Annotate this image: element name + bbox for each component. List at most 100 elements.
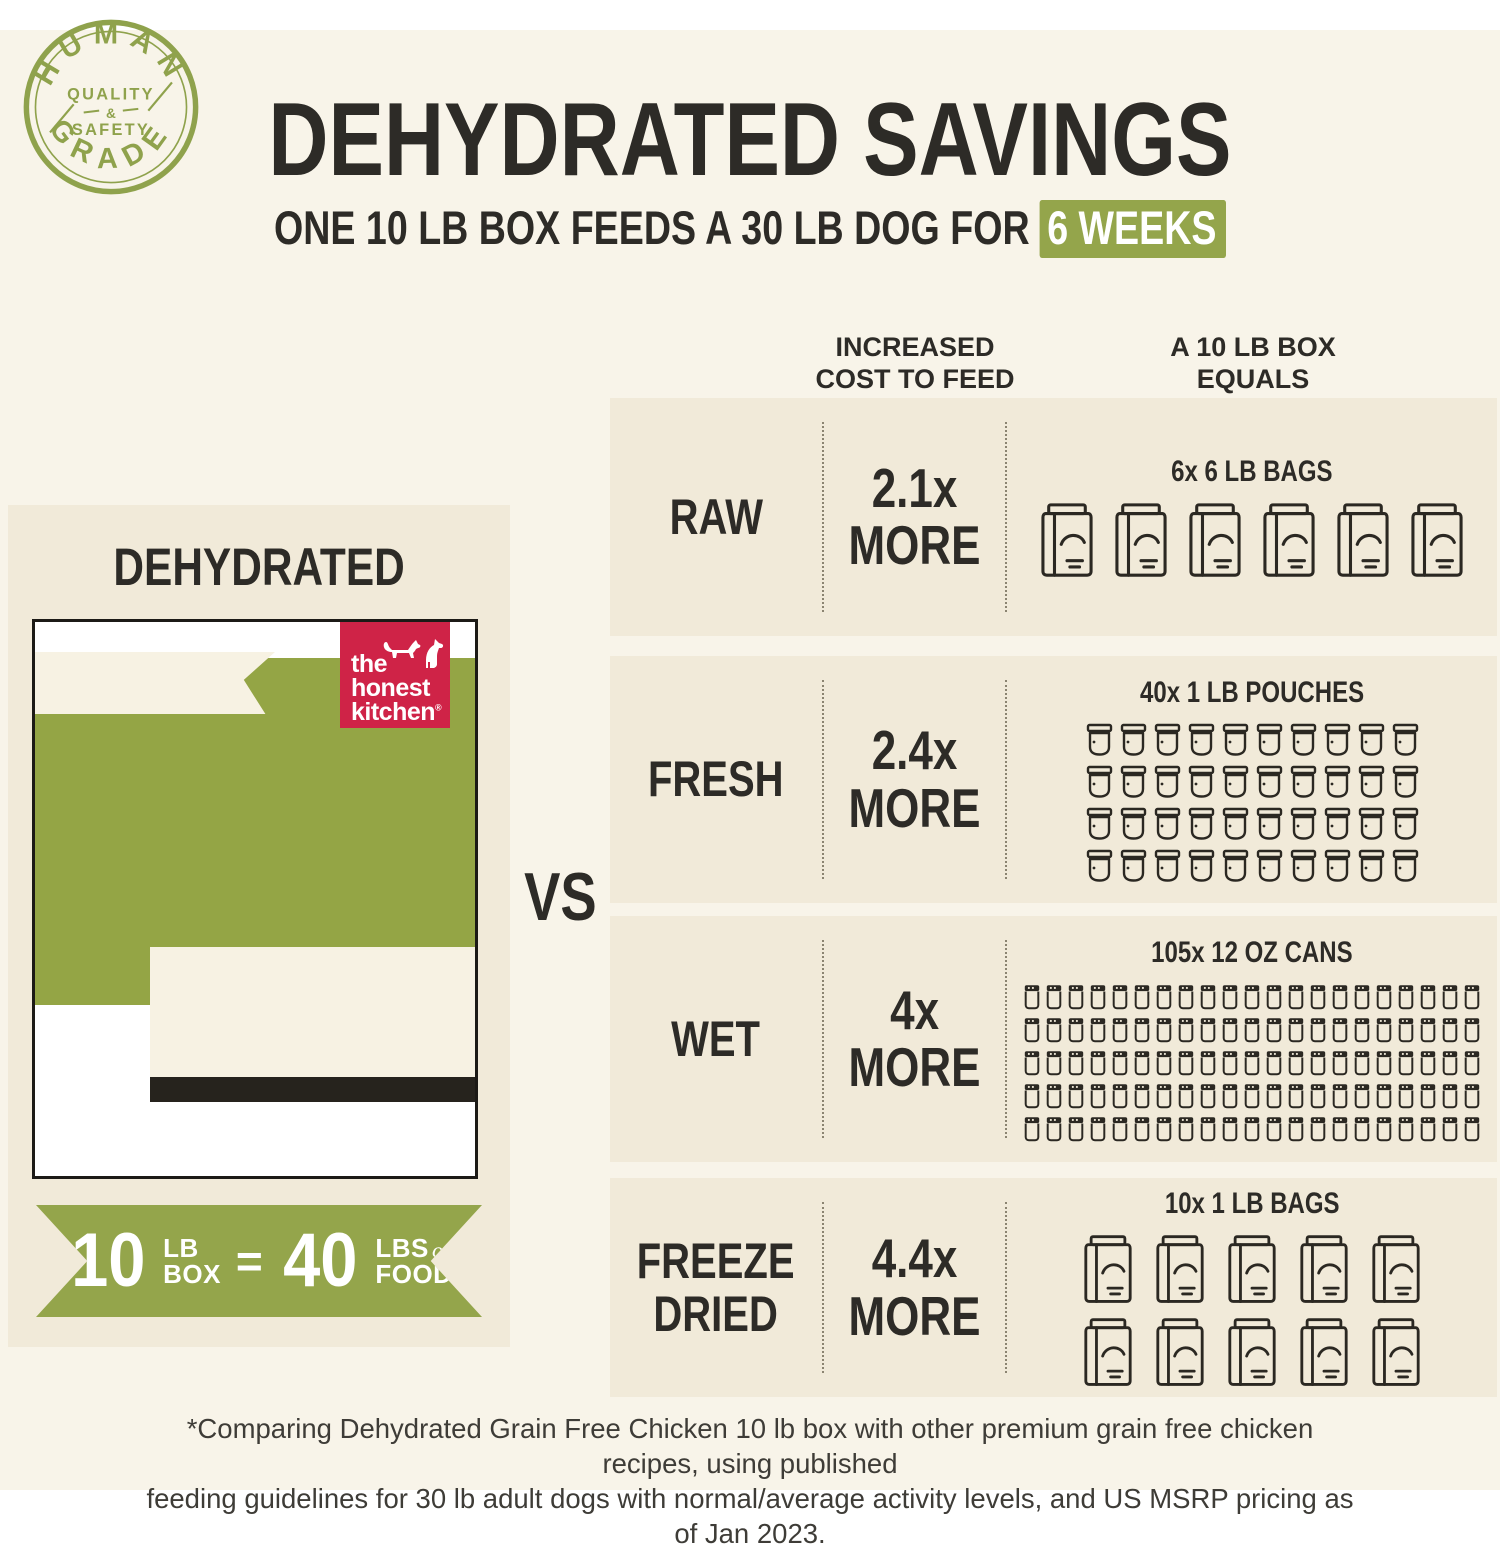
can-icon [1310,1117,1326,1142]
food-bag-icon [1372,1235,1420,1303]
can-icon [1442,1117,1458,1142]
human-grade-badge: HUMAN GRADE QUALITY & SAFETY [23,19,199,195]
can-icon [1068,1018,1084,1043]
badge-outer-ring [23,19,199,195]
box-black-bar [150,1077,475,1102]
pouch-icon [1256,723,1282,756]
can-icon [1178,1018,1194,1043]
can-icon [1398,1051,1414,1076]
can-icon [1376,1018,1392,1043]
comparison-row: FREEZE DRIED 4.4x MORE 10x 1 LB BAGS [610,1178,1497,1397]
pouch-icon [1222,849,1248,882]
cost-multiplier: 2.1x [871,456,958,519]
can-icon [1464,1018,1480,1043]
pouch-icon [1222,807,1248,840]
row-category-label: RAW [669,488,763,545]
cost-more-label: MORE [848,1284,981,1347]
ribbon-unit-lb: LB [163,1233,199,1263]
row-cost-cell: 4x MORE [824,916,1005,1162]
food-bag-icon [1411,503,1463,577]
dotted-divider [822,680,824,879]
row-category-label: FREEZE DRIED [637,1233,795,1342]
food-bag-icon [1041,503,1093,577]
pouch-icon [1154,765,1180,798]
cost-multiplier: 4x [890,978,939,1041]
can-icon [1046,1117,1062,1142]
can-icon [1068,1084,1084,1109]
pouch-icon [1358,807,1384,840]
pouch-icon [1188,765,1214,798]
pouch-icon [1188,723,1214,756]
food-bag-icon [1115,503,1167,577]
can-icon [1244,1018,1260,1043]
dehydrated-title: DEHYDRATED [113,538,405,597]
can-icon [1200,1084,1216,1109]
can-icon [1266,1084,1282,1109]
pouch-icon [1324,849,1350,882]
can-icon [1024,1117,1040,1142]
can-icon [1200,985,1216,1010]
pouch-icon [1120,849,1146,882]
equivalent-label: 40x 1 LB POUCHES [1139,676,1365,709]
pouch-icon [1290,807,1316,840]
pouch-icon [1188,807,1214,840]
can-icon [1178,1084,1194,1109]
pouch-icon [1222,723,1248,756]
svg-text:HUMAN: HUMAN [28,19,193,91]
pouch-icon [1154,723,1180,756]
row-category-label: WET [671,1010,761,1067]
can-icon [1398,1117,1414,1142]
can-icon [1288,1117,1304,1142]
can-icon [1178,985,1194,1010]
pouch-icon [1154,849,1180,882]
can-icon [1112,1084,1128,1109]
can-icon [1310,1084,1326,1109]
food-bag-icon [1084,1318,1132,1386]
can-icon [1112,1051,1128,1076]
can-icon [1354,1018,1370,1043]
pouch-icon [1392,723,1418,756]
can-icon [1376,985,1392,1010]
can-icon [1288,985,1304,1010]
pouch-icon [1256,765,1282,798]
can-icon [1200,1018,1216,1043]
dotted-divider [1005,680,1007,879]
ribbon-unit-box: BOX [163,1259,221,1289]
badge-accent-line [122,107,139,112]
food-bag-icon [1084,1235,1132,1303]
can-icon [1354,985,1370,1010]
dog-icon [426,639,444,668]
ribbon-of: of [431,1240,452,1262]
pouch-icon [1256,807,1282,840]
ribbon-qty-40: 40 [282,1218,358,1303]
row-equivalent-cell: 10x 1 LB BAGS [1007,1178,1497,1397]
comparison-row: FRESH 2.4x MORE 40x 1 LB POUCHES [610,656,1497,903]
can-icon [1266,985,1282,1010]
row-cost-cell: 2.1x MORE [824,398,1005,636]
pouch-icon [1290,765,1316,798]
can-icon [1112,1018,1128,1043]
can-icon [1046,1018,1062,1043]
dotted-divider [1005,940,1007,1138]
subtitle-highlight: 6 WEEKS [1039,200,1227,258]
can-icon [1354,1117,1370,1142]
pouch-icon [1222,765,1248,798]
badge-accent-line [147,81,173,112]
cat-icon [383,640,421,658]
can-icon [1024,985,1040,1010]
food-bag-icon [1228,1235,1276,1303]
equivalent-icon-grid [1023,983,1481,1142]
can-icon [1420,1084,1436,1109]
can-icon [1090,1051,1106,1076]
can-icon [1354,1051,1370,1076]
can-icon [1398,1018,1414,1043]
food-bag-icon [1189,503,1241,577]
can-icon [1332,1117,1348,1142]
pouch-icon [1290,849,1316,882]
footnote: *Comparing Dehydrated Grain Free Chicken… [146,1413,1354,1549]
can-icon [1398,985,1414,1010]
dotted-divider [1005,422,1007,612]
food-bag-icon [1156,1318,1204,1386]
can-icon [1288,1084,1304,1109]
ribbon-unit-food: FOOD [375,1259,453,1289]
